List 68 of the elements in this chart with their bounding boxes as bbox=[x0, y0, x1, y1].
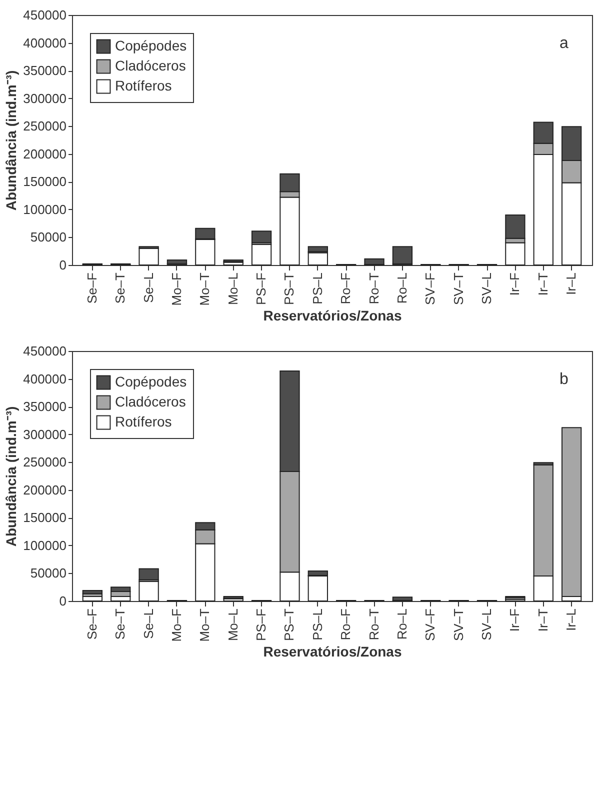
y-tick-label: 50000 bbox=[30, 230, 66, 245]
x-tick-label: Ir–L bbox=[564, 272, 579, 295]
x-tick-label: Mo–L bbox=[225, 608, 240, 642]
x-tick-label: Ir–L bbox=[564, 608, 579, 631]
y-tick-label: 450000 bbox=[23, 8, 66, 22]
x-tick-label: SV–L bbox=[479, 272, 494, 304]
y-tick-label: 0 bbox=[59, 258, 66, 272]
y-tick-label: 450000 bbox=[23, 344, 66, 358]
x-tick-label: Ir–T bbox=[535, 272, 550, 296]
y-tick-label: 0 bbox=[59, 594, 66, 608]
x-tick-label: Se–T bbox=[112, 608, 128, 640]
x-tick-label: Ir–F bbox=[507, 272, 522, 296]
x-tick-label: Mo–T bbox=[197, 272, 212, 306]
x-tick-label: PS–T bbox=[282, 608, 297, 642]
x-tick-label: Ir–F bbox=[507, 608, 522, 632]
x-tick-label: SV–T bbox=[450, 272, 466, 306]
x-axis-title: Reservatórios/Zonas bbox=[263, 644, 402, 660]
x-tick-label: PS–F bbox=[254, 272, 269, 306]
y-tick-label: 400000 bbox=[23, 371, 66, 386]
y-axis-title: Abundância (ind.m⁻³) bbox=[3, 70, 20, 211]
y-tick-label: 100000 bbox=[23, 202, 66, 217]
x-tick-label: Se–T bbox=[112, 272, 128, 304]
x-tick-label: Ro–T bbox=[366, 608, 382, 640]
x-tick-label: Se–F bbox=[84, 272, 100, 304]
legend-label: Rotíferos bbox=[115, 78, 172, 94]
y-tick-label: 50000 bbox=[30, 566, 66, 581]
y-tick-label: 250000 bbox=[23, 118, 66, 134]
x-tick-label: SV–L bbox=[479, 608, 494, 640]
legend-label: Copépodes bbox=[115, 374, 187, 390]
y-tick-label: 300000 bbox=[23, 90, 66, 106]
x-tick-label: Ro–L bbox=[394, 272, 410, 304]
x-tick-label: Ro–L bbox=[394, 608, 410, 640]
x-tick-label: Ro–T bbox=[366, 272, 382, 304]
y-axis-title: Abundância (ind.m⁻³) bbox=[3, 406, 20, 547]
annotation: a bbox=[560, 35, 569, 52]
x-tick-label: SV–F bbox=[422, 608, 438, 642]
legend-label: Copépodes bbox=[115, 38, 187, 54]
x-tick-label: Mo–F bbox=[168, 608, 184, 642]
legend-label: Rotíferos bbox=[115, 414, 172, 430]
y-tick-label: 300000 bbox=[23, 426, 66, 442]
y-tick-label: 250000 bbox=[23, 454, 66, 470]
y-tick-label: 350000 bbox=[23, 63, 66, 78]
x-tick-label: SV–F bbox=[422, 272, 438, 306]
y-tick-label: 150000 bbox=[23, 510, 66, 526]
x-tick-label: Mo–L bbox=[225, 272, 240, 306]
y-tick-label: 100000 bbox=[23, 538, 66, 553]
y-tick-label: 350000 bbox=[23, 399, 66, 414]
legend-label: Cladóceros bbox=[115, 58, 186, 74]
x-axis-title: Reservatórios/Zonas bbox=[263, 308, 402, 324]
x-tick-label: Ir–T bbox=[535, 608, 550, 632]
x-tick-label: Ro–F bbox=[338, 272, 354, 304]
x-tick-label: Se–L bbox=[140, 272, 156, 303]
x-tick-label: Mo–T bbox=[197, 608, 212, 642]
x-tick-label: PS–L bbox=[310, 272, 325, 304]
x-tick-label: Ro–F bbox=[338, 608, 354, 640]
x-tick-label: Se–F bbox=[84, 608, 100, 640]
x-tick-label: Se–L bbox=[140, 608, 156, 639]
legend-label: Cladóceros bbox=[115, 394, 186, 410]
x-tick-label: PS–L bbox=[310, 608, 325, 640]
x-tick-label: SV–T bbox=[450, 608, 466, 642]
x-tick-label: PS–T bbox=[282, 272, 297, 306]
y-tick-label: 400000 bbox=[23, 35, 66, 50]
y-tick-label: 200000 bbox=[23, 482, 66, 498]
x-tick-label: PS–F bbox=[254, 608, 269, 642]
y-tick-label: 200000 bbox=[23, 146, 66, 162]
annotation: b bbox=[560, 371, 569, 388]
x-tick-label: Mo–F bbox=[168, 272, 184, 306]
y-tick-label: 150000 bbox=[23, 174, 66, 190]
